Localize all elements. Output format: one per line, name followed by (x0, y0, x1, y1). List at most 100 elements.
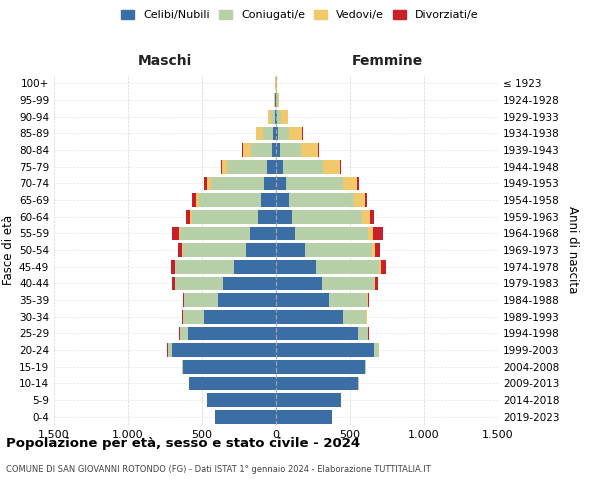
Bar (183, 243, 245, 257)
Bar (258, 210, 276, 224)
Bar (356, 176, 359, 190)
Bar (318, 143, 319, 157)
Bar (251, 143, 272, 157)
Bar (305, 243, 372, 257)
Bar (281, 110, 288, 124)
Bar (276, 210, 292, 224)
Legend: Celibi/Nubili, Coniugati/e, Vedovi/e, Divorziati/e: Celibi/Nubili, Coniugati/e, Vedovi/e, Di… (117, 6, 483, 25)
Bar (381, 260, 386, 274)
Bar (172, 343, 276, 357)
Bar (167, 343, 172, 357)
Bar (374, 276, 375, 290)
Bar (368, 293, 369, 307)
Bar (272, 143, 276, 157)
Bar (180, 326, 188, 340)
Y-axis label: Anni di nascita: Anni di nascita (566, 206, 579, 294)
Bar (275, 110, 276, 124)
Bar (276, 310, 343, 324)
Bar (221, 160, 222, 173)
Bar (190, 210, 191, 224)
Bar (276, 410, 332, 424)
Bar (278, 93, 280, 107)
Bar (289, 193, 354, 207)
Text: Popolazione per età, sesso e stato civile - 2024: Popolazione per età, sesso e stato civil… (6, 438, 360, 450)
Bar (365, 360, 366, 374)
Bar (276, 293, 329, 307)
Bar (227, 160, 268, 173)
Bar (245, 243, 276, 257)
Bar (276, 110, 277, 124)
Bar (316, 260, 379, 274)
Bar (207, 176, 211, 190)
Bar (340, 160, 341, 173)
Bar (276, 176, 286, 190)
Bar (268, 110, 271, 124)
Bar (234, 260, 276, 274)
Bar (196, 193, 199, 207)
Bar (204, 176, 207, 190)
Bar (283, 160, 323, 173)
Bar (362, 210, 370, 224)
Bar (292, 210, 362, 224)
Bar (276, 343, 374, 357)
Bar (374, 343, 379, 357)
Bar (323, 160, 340, 173)
Bar (223, 276, 276, 290)
Bar (190, 376, 276, 390)
Bar (379, 260, 381, 274)
Text: Maschi: Maschi (138, 54, 192, 68)
Bar (301, 143, 318, 157)
Bar (276, 226, 295, 240)
Bar (175, 260, 234, 274)
Bar (276, 326, 358, 340)
Bar (172, 226, 179, 240)
Bar (358, 326, 368, 340)
Bar (261, 193, 276, 207)
Bar (215, 410, 276, 424)
Bar (276, 160, 283, 173)
Bar (280, 143, 301, 157)
Bar (365, 193, 367, 207)
Bar (289, 126, 302, 140)
Bar (358, 376, 359, 390)
Bar (182, 360, 183, 374)
Bar (175, 276, 223, 290)
Bar (250, 226, 276, 240)
Bar (183, 293, 184, 307)
Bar (295, 226, 368, 240)
Bar (199, 193, 261, 207)
Bar (286, 176, 343, 190)
Bar (191, 210, 258, 224)
Bar (183, 310, 204, 324)
Bar (276, 243, 305, 257)
Bar (183, 360, 276, 374)
Bar (276, 193, 289, 207)
Text: COMUNE DI SAN GIOVANNI ROTONDO (FG) - Dati ISTAT 1° gennaio 2024 - Elaborazione : COMUNE DI SAN GIOVANNI ROTONDO (FG) - Da… (6, 466, 431, 474)
Bar (343, 310, 366, 324)
Bar (179, 226, 180, 240)
Bar (243, 143, 251, 157)
Bar (211, 176, 264, 190)
Bar (373, 226, 383, 240)
Bar (222, 160, 227, 173)
Y-axis label: Fasce di età: Fasce di età (2, 215, 15, 285)
Bar (192, 193, 196, 207)
Bar (322, 276, 374, 290)
Bar (375, 276, 378, 290)
Bar (218, 293, 276, 307)
Bar (178, 243, 182, 257)
Bar (271, 110, 275, 124)
Bar (188, 326, 276, 340)
Bar (185, 210, 190, 224)
Bar (242, 143, 243, 157)
Bar (278, 126, 289, 140)
Bar (277, 93, 278, 107)
Bar (329, 293, 367, 307)
Bar (368, 226, 373, 240)
Bar (276, 143, 280, 157)
Bar (184, 293, 218, 307)
Bar (256, 126, 263, 140)
Bar (182, 243, 183, 257)
Bar (276, 260, 316, 274)
Bar (268, 160, 276, 173)
